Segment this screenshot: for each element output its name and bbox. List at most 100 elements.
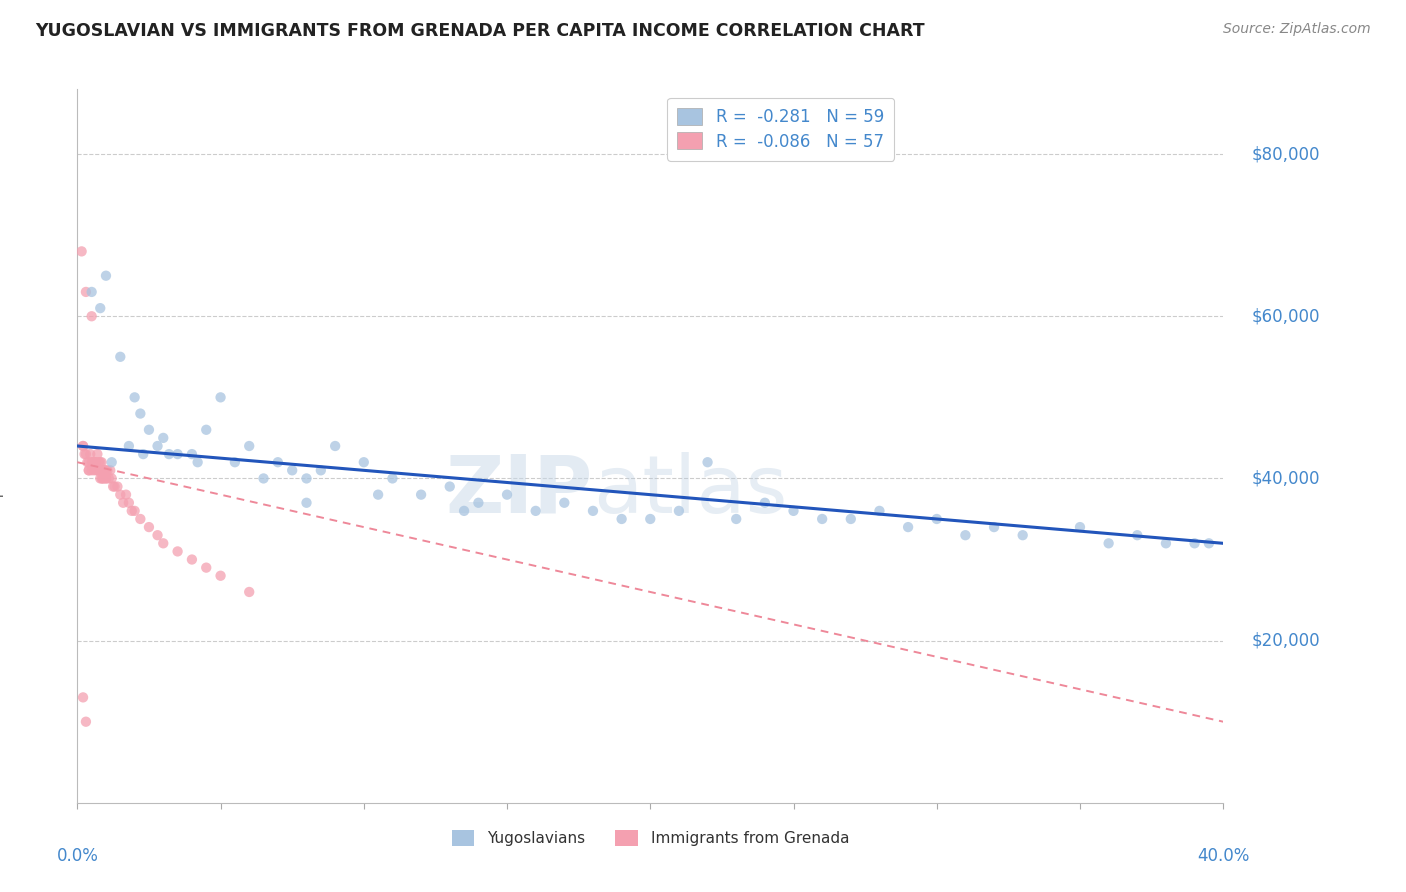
Point: [138, 423, 160, 437]
Point: [93, 463, 115, 477]
Point: [195, 423, 218, 437]
Point: [582, 504, 605, 518]
Point: [110, 488, 132, 502]
Point: [75, 714, 97, 729]
Legend: Yugoslavians, Immigrants from Grenada: Yugoslavians, Immigrants from Grenada: [446, 824, 855, 852]
Point: [238, 439, 260, 453]
Point: [80, 285, 103, 299]
Point: [115, 488, 138, 502]
Point: [238, 585, 260, 599]
Point: [98, 463, 121, 477]
Point: [1198, 536, 1220, 550]
Point: [323, 439, 346, 453]
Point: [209, 390, 232, 404]
Point: [640, 512, 662, 526]
Point: [983, 520, 1005, 534]
Point: [187, 455, 209, 469]
Point: [86, 463, 108, 477]
Point: [79, 447, 101, 461]
Point: [94, 471, 117, 485]
Point: [152, 536, 174, 550]
Text: YUGOSLAVIAN VS IMMIGRANTS FROM GRENADA PER CAPITA INCOME CORRELATION CHART: YUGOSLAVIAN VS IMMIGRANTS FROM GRENADA P…: [35, 22, 925, 40]
Point: [100, 471, 122, 485]
Point: [157, 447, 180, 461]
Point: [955, 528, 977, 542]
Point: [94, 268, 117, 283]
Point: [610, 512, 633, 526]
Point: [72, 690, 94, 705]
Point: [89, 463, 111, 477]
Text: ZIP: ZIP: [446, 451, 593, 530]
Point: [152, 431, 174, 445]
Point: [897, 520, 920, 534]
Point: [209, 568, 232, 582]
Point: [132, 447, 155, 461]
Point: [72, 439, 94, 453]
Point: [80, 455, 103, 469]
Point: [87, 455, 110, 469]
Text: $60,000: $60,000: [1251, 307, 1320, 326]
Point: [100, 455, 122, 469]
Point: [553, 496, 575, 510]
Point: [754, 496, 776, 510]
Point: [77, 463, 100, 477]
Point: [524, 504, 547, 518]
Point: [94, 463, 117, 477]
Point: [353, 455, 375, 469]
Point: [467, 496, 489, 510]
Point: [267, 455, 290, 469]
Point: [82, 455, 104, 469]
Point: [725, 512, 748, 526]
Point: [439, 479, 461, 493]
Text: $40,000: $40,000: [1251, 469, 1320, 487]
Point: [83, 455, 105, 469]
Point: [180, 447, 204, 461]
Point: [89, 471, 111, 485]
Point: [195, 560, 218, 574]
Point: [91, 471, 114, 485]
Point: [96, 463, 118, 477]
Point: [1069, 520, 1091, 534]
Point: [110, 350, 132, 364]
Point: [1184, 536, 1206, 550]
Point: [97, 471, 120, 485]
Point: [75, 285, 97, 299]
Point: [77, 455, 100, 469]
Point: [381, 471, 404, 485]
Point: [86, 463, 108, 477]
Point: [83, 463, 105, 477]
Point: [129, 512, 152, 526]
Point: [103, 479, 125, 493]
Point: [295, 471, 318, 485]
Point: [86, 447, 108, 461]
Point: [80, 310, 103, 324]
Point: [124, 390, 146, 404]
Point: [90, 471, 112, 485]
Point: [166, 544, 188, 558]
Text: 0.0%: 0.0%: [56, 847, 98, 865]
Point: [696, 455, 718, 469]
Point: [180, 552, 204, 566]
Point: [839, 512, 862, 526]
Point: [1126, 528, 1149, 542]
Point: [925, 512, 948, 526]
Point: [166, 447, 188, 461]
Text: $20,000: $20,000: [1251, 632, 1320, 649]
Text: Per Capita Income: Per Capita Income: [0, 415, 4, 542]
Point: [1154, 536, 1177, 550]
Point: [80, 463, 103, 477]
Point: [75, 447, 97, 461]
Point: [146, 528, 169, 542]
Point: [118, 496, 141, 510]
Point: [146, 439, 169, 453]
Text: $80,000: $80,000: [1251, 145, 1320, 163]
Point: [77, 463, 100, 477]
Point: [94, 471, 117, 485]
Point: [89, 301, 111, 315]
Point: [411, 488, 433, 502]
Point: [118, 439, 141, 453]
Point: [89, 455, 111, 469]
Text: 40.0%: 40.0%: [1197, 847, 1250, 865]
Text: atlas: atlas: [593, 451, 787, 530]
Point: [112, 496, 135, 510]
